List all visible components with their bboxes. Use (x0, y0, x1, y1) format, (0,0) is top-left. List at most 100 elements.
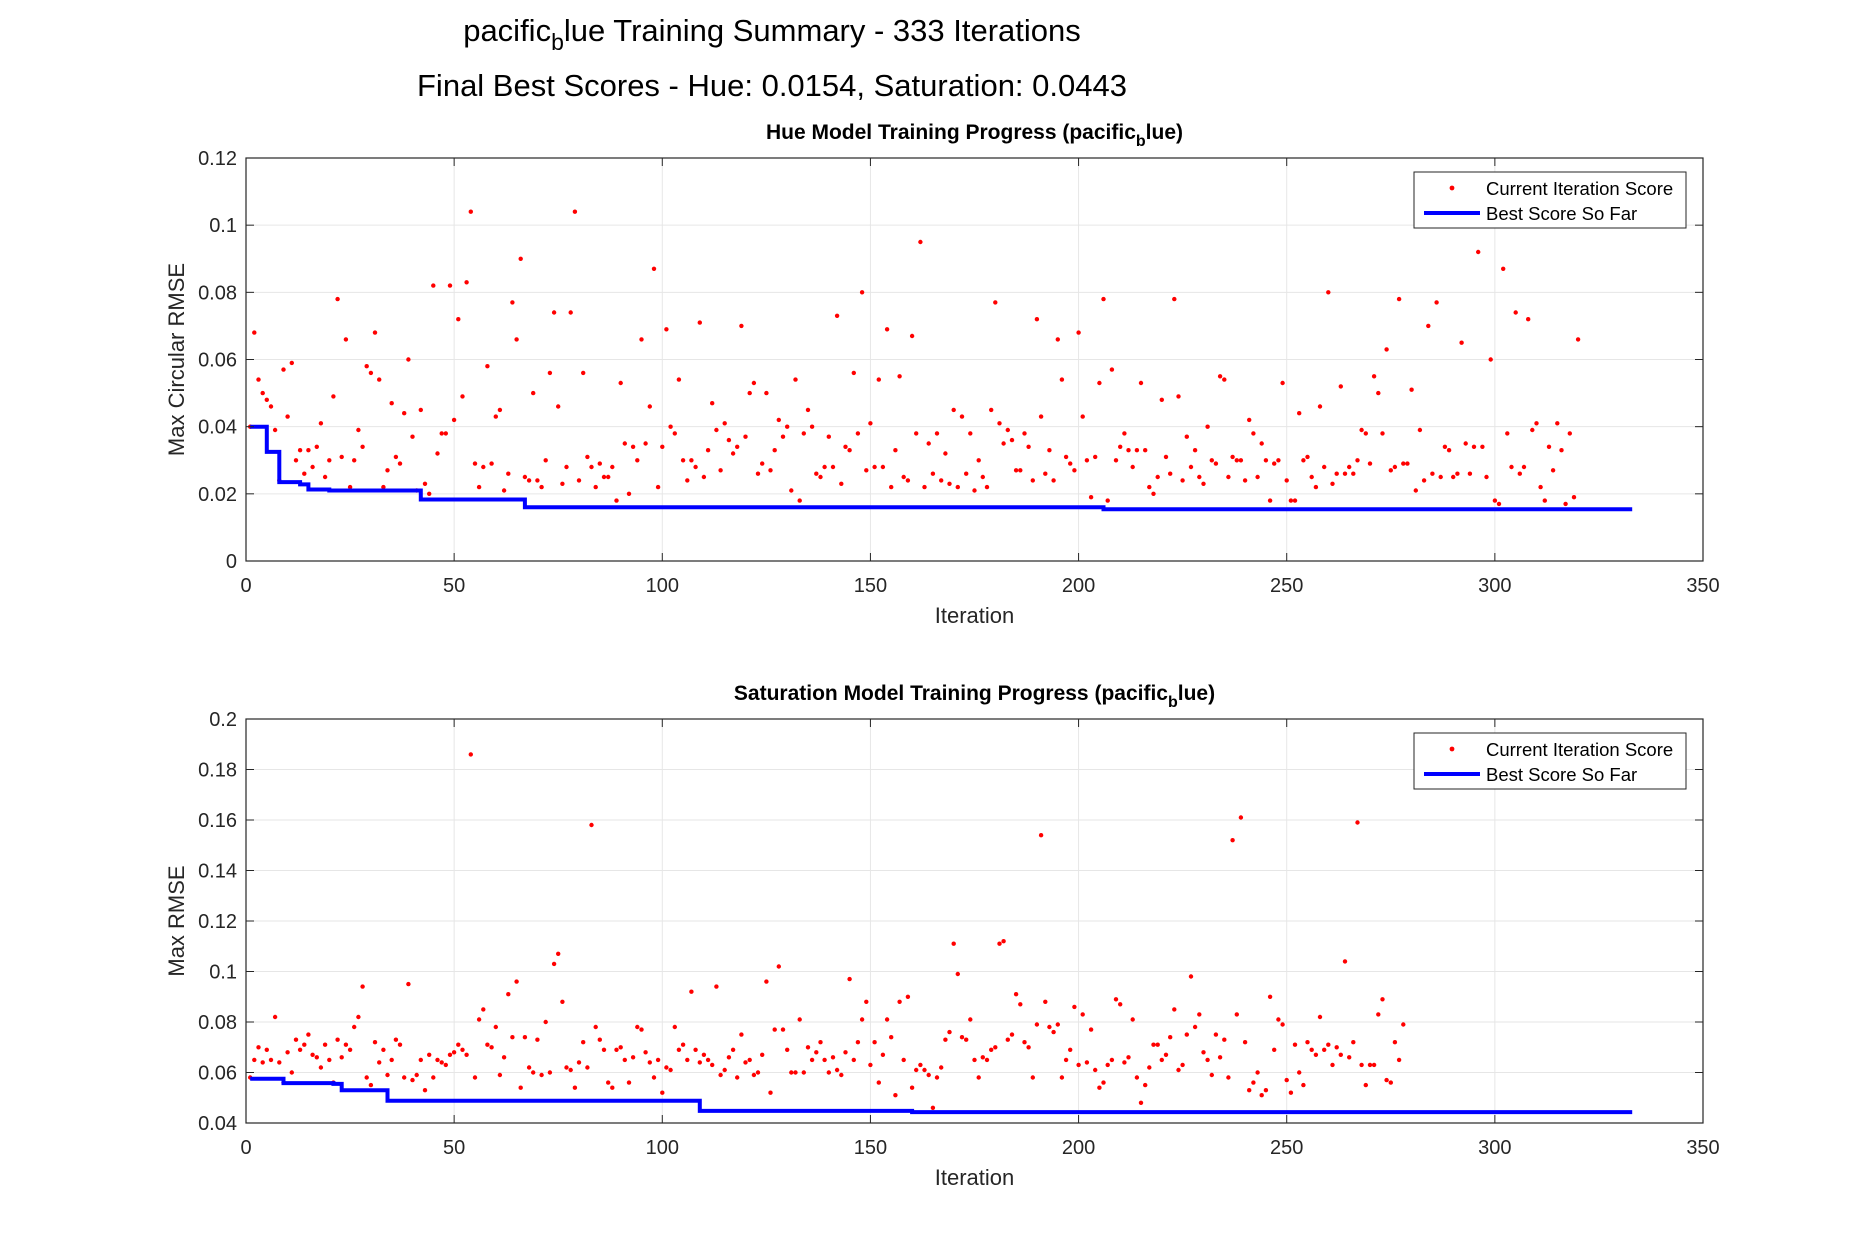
hue-point (1534, 421, 1539, 426)
saturation-point (989, 1047, 994, 1053)
hue-y-tick-label: 0 (226, 551, 237, 573)
hue-point (1034, 317, 1040, 322)
hue-point (568, 310, 573, 315)
hue-point (1538, 484, 1543, 490)
hue-point (497, 407, 503, 413)
hue-point (1084, 458, 1090, 463)
saturation-point (1376, 1012, 1381, 1017)
saturation-point (535, 1037, 540, 1042)
hue-point (968, 431, 973, 436)
saturation-legend-point-marker (1449, 746, 1455, 752)
hue-point (460, 394, 465, 399)
hue-point (1009, 437, 1015, 443)
saturation-point (1255, 1070, 1260, 1075)
saturation-point (980, 1055, 985, 1060)
hue-point (1301, 458, 1306, 463)
saturation-point (1197, 1012, 1202, 1017)
saturation-point (576, 1060, 582, 1065)
hue-point (1322, 464, 1327, 470)
hue-point (551, 310, 557, 315)
saturation-point (934, 1075, 940, 1080)
hue-point (560, 481, 565, 486)
saturation-point (693, 1047, 698, 1053)
hue-point (814, 471, 819, 476)
saturation-point (730, 1047, 736, 1053)
hue-point (889, 484, 894, 490)
saturation-point (1134, 1075, 1140, 1080)
saturation-point (543, 1019, 548, 1025)
saturation-point (360, 984, 365, 989)
hue-point (1384, 347, 1389, 352)
hue-point (822, 464, 827, 470)
saturation-point (272, 1014, 278, 1020)
saturation-point (1392, 1040, 1398, 1045)
hue-point (643, 441, 648, 446)
saturation-point (909, 1085, 915, 1090)
hue-point (1263, 458, 1269, 463)
saturation-y-tick-label: 0.08 (198, 1012, 237, 1034)
hue-point (660, 444, 665, 449)
hue-point (1238, 458, 1244, 463)
hue-point (1018, 468, 1023, 473)
hue-point (285, 414, 290, 419)
saturation-point (664, 1065, 669, 1070)
saturation-point (372, 1040, 378, 1045)
saturation-x-tick-label: 300 (1478, 1137, 1511, 1159)
saturation-point (377, 1060, 382, 1065)
hue-point (547, 370, 553, 376)
hue-point (601, 474, 607, 480)
saturation-point (1055, 1022, 1061, 1027)
saturation-point (1330, 1062, 1335, 1068)
saturation-point (406, 981, 411, 987)
saturation-axes-title: Saturation Model Training Progress (paci… (734, 682, 1215, 711)
saturation-point (951, 941, 956, 946)
saturation-point (801, 1070, 806, 1075)
saturation-point (797, 1017, 802, 1022)
saturation-point (581, 1040, 586, 1045)
hue-point (705, 448, 711, 453)
hue-point (1168, 471, 1173, 476)
hue-point (1105, 498, 1110, 503)
saturation-legend-current-label: Current Iteration Score (1486, 739, 1673, 760)
saturation-point (1226, 1075, 1231, 1080)
hue-point (1471, 444, 1477, 449)
hue-point (1184, 434, 1190, 439)
saturation-point (510, 1035, 515, 1040)
hue-x-tick-label: 50 (443, 575, 465, 597)
hue-point (1234, 458, 1240, 463)
saturation-point (368, 1082, 374, 1088)
hue-point (1342, 471, 1348, 476)
saturation-point (277, 1060, 282, 1065)
hue-point (855, 431, 861, 436)
hue-point (310, 464, 315, 470)
saturation-point (352, 1024, 357, 1030)
saturation-point (597, 1037, 602, 1042)
saturation-point (1222, 1037, 1227, 1042)
hue-point (1484, 474, 1489, 480)
hue-point (1401, 461, 1406, 466)
saturation-point (339, 1055, 344, 1060)
saturation-point (427, 1052, 432, 1058)
hue-point (993, 300, 998, 305)
saturation-point (626, 1080, 632, 1085)
figure-title-line-2: Final Best Scores - Hue: 0.0154, Saturat… (417, 68, 1127, 103)
hue-point (668, 424, 673, 429)
hue-point (897, 374, 902, 379)
saturation-point (347, 1047, 353, 1053)
hue-point (635, 458, 640, 463)
saturation-point (1342, 959, 1348, 964)
saturation-point (855, 1040, 861, 1045)
saturation-point (805, 1045, 811, 1050)
saturation-point (972, 1057, 977, 1063)
hue-x-tick-label: 350 (1686, 575, 1719, 597)
hue-point (493, 414, 498, 419)
hue-point (880, 464, 886, 470)
saturation-point (726, 1055, 732, 1060)
saturation-x-tick-label: 50 (443, 1137, 465, 1159)
saturation-x-tick-label: 0 (240, 1137, 251, 1159)
saturation-point (539, 1072, 544, 1078)
hue-y-tick-label: 0.02 (198, 484, 237, 506)
saturation-point (601, 1047, 607, 1053)
hue-point (481, 464, 486, 470)
saturation-point (435, 1057, 440, 1063)
